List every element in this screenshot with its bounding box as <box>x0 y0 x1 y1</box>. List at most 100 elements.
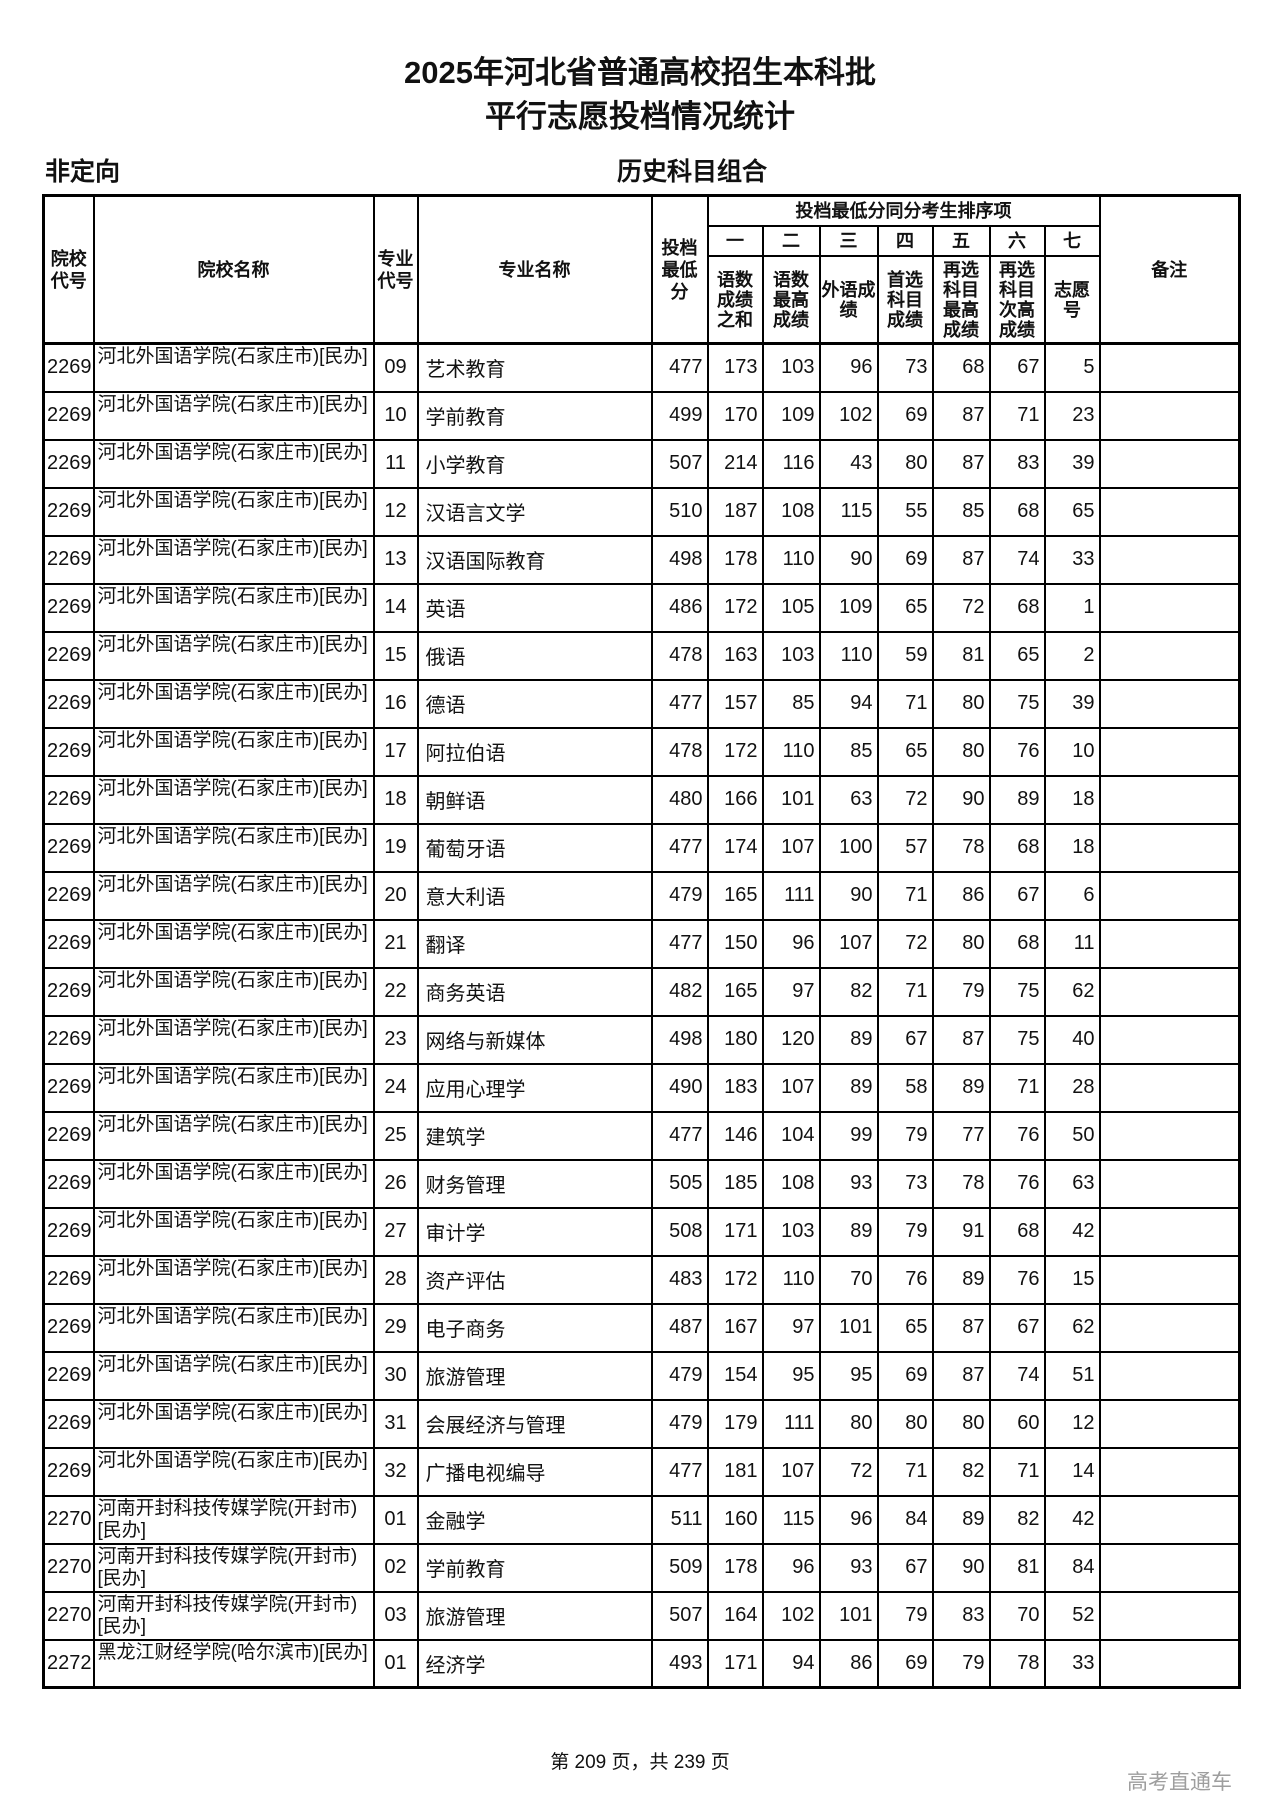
reselect-second-cell: 68 <box>988 582 1046 633</box>
college-name-cell: 河北外国语学院(石家庄市)[民办] <box>92 1014 375 1065</box>
primary-subject-cell: 65 <box>876 582 934 633</box>
major-name-cell: 财务管理 <box>416 1158 653 1209</box>
reselect-max-cell: 83 <box>931 1590 991 1641</box>
college-name-cell: 河北外国语学院(石家庄市)[民办] <box>92 1110 375 1161</box>
major-code-cell: 30 <box>372 1350 419 1401</box>
reselect-max-cell: 87 <box>931 1302 991 1353</box>
reselect-second-cell: 75 <box>988 678 1046 729</box>
min-score-cell: 510 <box>650 486 709 537</box>
foreign-lang-cell: 93 <box>818 1158 879 1209</box>
reselect-max-cell: 87 <box>931 438 991 489</box>
primary-subject-cell: 80 <box>876 438 934 489</box>
volunteer-no-cell: 18 <box>1043 822 1101 873</box>
table-row: 2269 河北外国语学院(石家庄市)[民办] 24 应用心理学 490 183 … <box>42 1062 1241 1113</box>
major-name-cell: 审计学 <box>416 1206 653 1257</box>
table-row: 2269 河北外国语学院(石家庄市)[民办] 16 德语 477 157 85 … <box>42 678 1241 729</box>
min-score-cell: 477 <box>650 822 709 873</box>
sum-cn-math-cell: 163 <box>706 630 764 681</box>
college-code-cell: 2269 <box>42 1398 95 1449</box>
foreign-lang-cell: 100 <box>818 822 879 873</box>
primary-subject-cell: 79 <box>876 1110 934 1161</box>
major-code-cell: 31 <box>372 1398 419 1449</box>
table-row: 2269 河北外国语学院(石家庄市)[民办] 28 资产评估 483 172 1… <box>42 1254 1241 1305</box>
college-code-header: 院校代号 <box>42 194 95 345</box>
table-row: 2269 河北外国语学院(石家庄市)[民办] 15 俄语 478 163 103… <box>42 630 1241 681</box>
reselect-second-cell: 83 <box>988 438 1046 489</box>
remark-cell <box>1098 678 1241 729</box>
sum-cn-math-cell: 150 <box>706 918 764 969</box>
volunteer-no-cell: 33 <box>1043 1638 1101 1689</box>
primary-subject-cell: 65 <box>876 1302 934 1353</box>
remark-cell <box>1098 1206 1241 1257</box>
major-code-cell: 26 <box>372 1158 419 1209</box>
sum-cn-math-cell: 154 <box>706 1350 764 1401</box>
sum-cn-math-cell: 214 <box>706 438 764 489</box>
reselect-second-cell: 70 <box>988 1590 1046 1641</box>
volunteer-no-cell: 6 <box>1043 870 1101 921</box>
volunteer-no-cell: 65 <box>1043 486 1101 537</box>
page-title-line2: 平行志愿投档情况统计 <box>485 99 795 134</box>
sum-cn-math-cell: 160 <box>706 1494 764 1545</box>
remark-header: 备注 <box>1098 194 1241 345</box>
min-score-cell: 493 <box>650 1638 709 1689</box>
remark-cell <box>1098 582 1241 633</box>
min-score-cell: 478 <box>650 630 709 681</box>
college-code-cell: 2269 <box>42 630 95 681</box>
college-code-cell: 2269 <box>42 822 95 873</box>
remark-cell <box>1098 1494 1241 1545</box>
table-row: 2269 河北外国语学院(石家庄市)[民办] 17 阿拉伯语 478 172 1… <box>42 726 1241 777</box>
rank-col-1-header: 一 <box>706 225 764 257</box>
max-cn-math-cell: 107 <box>761 1446 821 1497</box>
table-row: 2269 河北外国语学院(石家庄市)[民办] 22 商务英语 482 165 9… <box>42 966 1241 1017</box>
major-name-cell: 艺术教育 <box>416 342 653 393</box>
sum-cn-math-cell: 146 <box>706 1110 764 1161</box>
primary-subject-cell: 79 <box>876 1206 934 1257</box>
max-cn-math-cell: 103 <box>761 630 821 681</box>
major-code-cell: 21 <box>372 918 419 969</box>
min-score-cell: 487 <box>650 1302 709 1353</box>
college-name-cell: 河北外国语学院(石家庄市)[民办] <box>92 1446 375 1497</box>
reselect-second-cell: 76 <box>988 1158 1046 1209</box>
foreign-lang-cell: 89 <box>818 1062 879 1113</box>
college-name-cell: 河北外国语学院(石家庄市)[民办] <box>92 822 375 873</box>
major-name-cell: 朝鲜语 <box>416 774 653 825</box>
major-name-cell: 阿拉伯语 <box>416 726 653 777</box>
remark-cell <box>1098 486 1241 537</box>
reselect-max-cell: 86 <box>931 870 991 921</box>
college-code-cell: 2269 <box>42 1062 95 1113</box>
major-code-cell: 18 <box>372 774 419 825</box>
max-cn-math-cell: 95 <box>761 1350 821 1401</box>
reselect-second-cell: 68 <box>988 822 1046 873</box>
reselect-second-cell: 74 <box>988 534 1046 585</box>
rank-col-4-header: 四 <box>876 225 934 257</box>
table-row: 2269 河北外国语学院(石家庄市)[民办] 09 艺术教育 477 173 1… <box>42 342 1241 393</box>
sum-cn-math-cell: 164 <box>706 1590 764 1641</box>
primary-subject-cell: 84 <box>876 1494 934 1545</box>
max-cn-math-cell: 120 <box>761 1014 821 1065</box>
major-name-cell: 葡萄牙语 <box>416 822 653 873</box>
college-name-cell: 河北外国语学院(石家庄市)[民办] <box>92 1302 375 1353</box>
sum-cn-math-cell: 171 <box>706 1206 764 1257</box>
min-score-cell: 479 <box>650 1398 709 1449</box>
rank-col-3-header: 三 <box>818 225 879 257</box>
college-code-cell: 2270 <box>42 1494 95 1545</box>
major-code-cell: 02 <box>372 1542 419 1593</box>
foreign-lang-cell: 101 <box>818 1590 879 1641</box>
primary-subject-cell: 72 <box>876 918 934 969</box>
college-name-cell: 河北外国语学院(石家庄市)[民办] <box>92 1254 375 1305</box>
reselect-second-cell: 71 <box>988 390 1046 441</box>
sum-cn-math-cell: 185 <box>706 1158 764 1209</box>
table-row: 2270 河南开封科技传媒学院(开封市)[民办] 01 金融学 511 160 … <box>42 1494 1241 1545</box>
foreign-lang-cell: 80 <box>818 1398 879 1449</box>
table-row: 2269 河北外国语学院(石家庄市)[民办] 20 意大利语 479 165 1… <box>42 870 1241 921</box>
min-score-cell: 505 <box>650 1158 709 1209</box>
reselect-second-cell: 78 <box>988 1638 1046 1689</box>
college-code-cell: 2272 <box>42 1638 95 1689</box>
reselect-max-cell: 81 <box>931 630 991 681</box>
max-cn-math-cell: 110 <box>761 1254 821 1305</box>
college-code-cell: 2270 <box>42 1590 95 1641</box>
min-score-cell: 498 <box>650 534 709 585</box>
college-code-cell: 2269 <box>42 678 95 729</box>
min-score-cell: 480 <box>650 774 709 825</box>
